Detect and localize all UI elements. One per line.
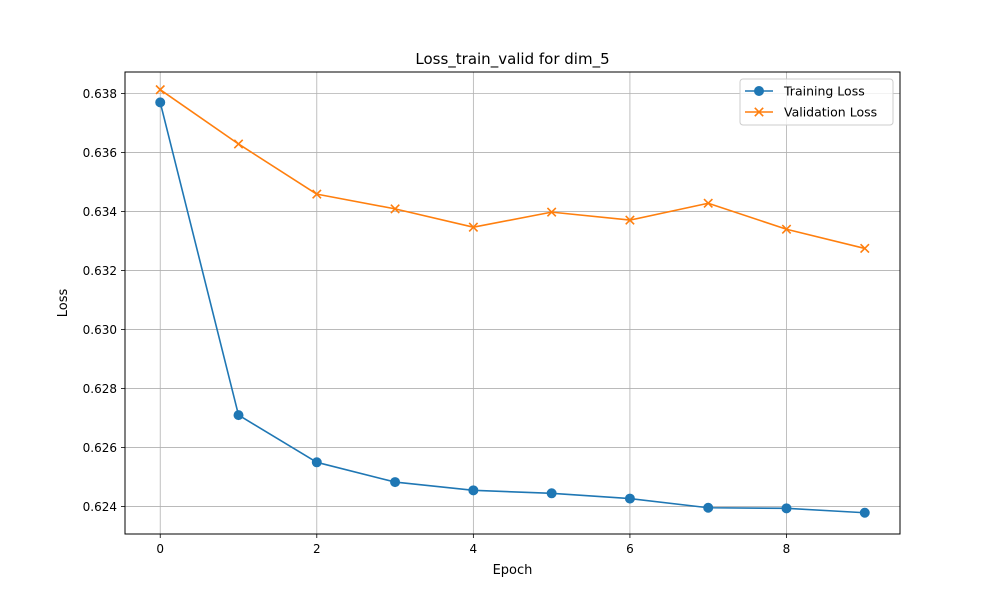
- validation-loss-point: [860, 243, 870, 254]
- y-tick-label: 0.626: [83, 441, 117, 455]
- validation-loss-point: [233, 139, 244, 149]
- training-loss-point: [703, 502, 714, 513]
- validation-loss-series: [155, 84, 870, 254]
- legend: Training Loss Validation Loss: [739, 78, 894, 126]
- y-tick-label: 0.636: [83, 146, 117, 160]
- legend-marker-training-loss: [754, 86, 764, 96]
- x-axis-label: Epoch: [493, 563, 533, 578]
- legend-marker-validation-loss: [754, 107, 764, 117]
- validation-loss-point: [312, 189, 322, 199]
- x-tick-label: 4: [470, 542, 478, 556]
- training-loss-point: [390, 477, 401, 488]
- legend-entry-validation-loss: Validation Loss: [745, 105, 877, 120]
- y-tick-label: 0.624: [83, 500, 117, 514]
- training-loss-series: [155, 97, 870, 518]
- legend-label-validation-loss: Validation Loss: [784, 105, 877, 120]
- x-tick-label: 6: [626, 542, 634, 556]
- x-tick-label: 0: [156, 542, 164, 556]
- validation-loss-line: [159, 89, 865, 250]
- y-tick-label: 0.628: [83, 382, 117, 396]
- legend-label-training-loss: Training Loss: [783, 84, 865, 99]
- y-tick-label: 0.632: [83, 264, 117, 278]
- training-loss-point: [781, 503, 792, 514]
- validation-loss-point: [390, 204, 400, 214]
- y-tick-label: 0.638: [83, 87, 117, 101]
- axis-ticks: 0 2 4 6 8 0.624 0.626 0.628 0.630 0.632 0.634 0.636…: [83, 87, 791, 556]
- training-loss-point: [468, 485, 479, 496]
- training-loss-point: [155, 97, 166, 108]
- validation-loss-point: [781, 224, 792, 235]
- series-layer: [155, 84, 870, 518]
- training-loss-point: [311, 457, 322, 468]
- plot-area-frame: [124, 71, 901, 535]
- validation-loss-point: [155, 84, 165, 95]
- validation-loss-point: [468, 222, 479, 232]
- validation-loss-point: [546, 207, 557, 217]
- legend-box: [739, 78, 894, 126]
- grid-lines: [125, 72, 900, 534]
- y-tick-label: 0.634: [83, 205, 117, 219]
- training-loss-point: [233, 410, 244, 421]
- x-tick-label: 8: [783, 542, 791, 556]
- training-loss-point: [546, 488, 557, 499]
- training-loss-point: [624, 493, 635, 504]
- x-tick-label: 2: [313, 542, 321, 556]
- training-loss-point: [859, 507, 870, 518]
- y-tick-label: 0.630: [83, 323, 117, 337]
- y-axis-label: Loss: [56, 289, 71, 318]
- chart-title: Loss_train_valid for dim_5: [415, 50, 609, 69]
- training-loss-line: [159, 102, 865, 514]
- validation-loss-point: [625, 215, 635, 225]
- validation-loss-point: [703, 198, 713, 209]
- legend-entry-training-loss: Training Loss: [745, 84, 865, 99]
